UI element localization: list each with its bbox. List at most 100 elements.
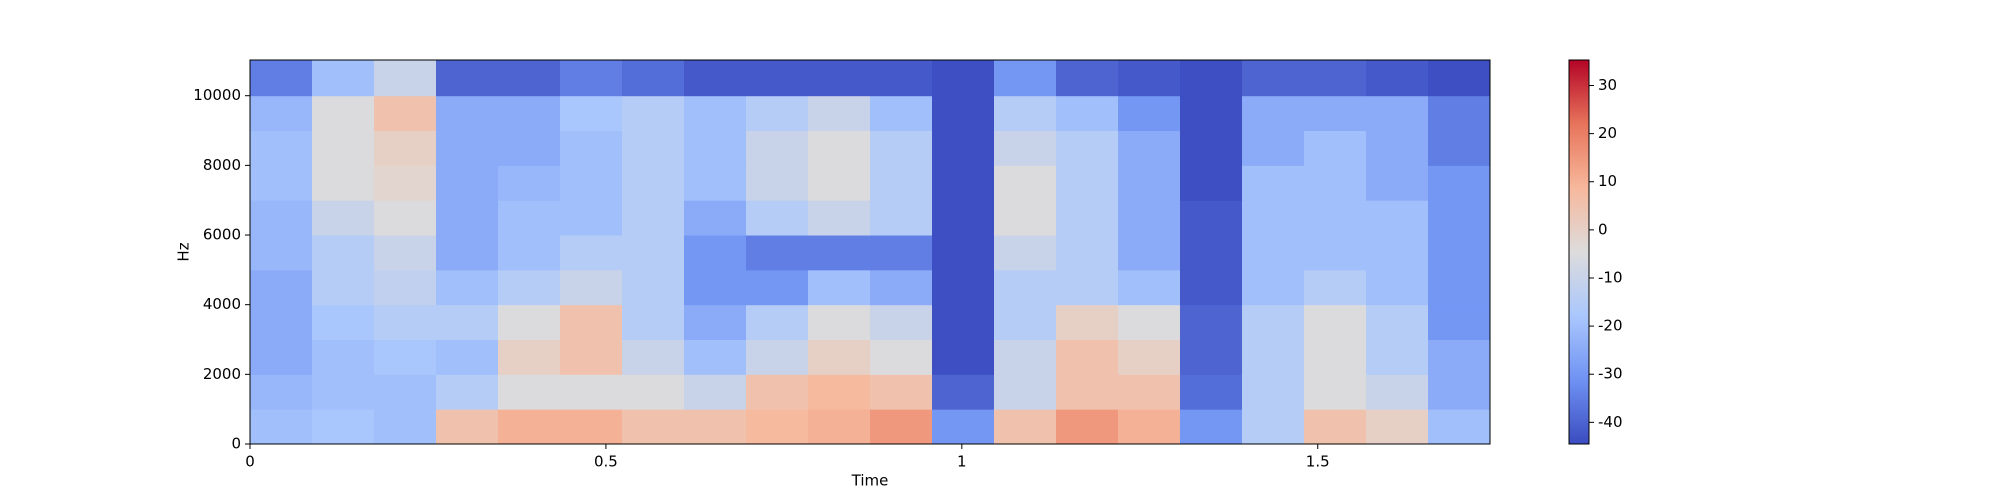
x-tick-label: 1.5 <box>1306 453 1330 471</box>
cell <box>1304 95 1367 132</box>
cell <box>498 269 561 306</box>
cell <box>684 269 747 306</box>
cell <box>1056 374 1119 410</box>
cell <box>684 200 747 236</box>
cell <box>746 269 809 306</box>
cell <box>1180 374 1243 410</box>
colorbar-tick-label: 20 <box>1598 124 1617 142</box>
cell <box>870 269 933 306</box>
cell <box>374 269 437 306</box>
cell <box>374 165 437 201</box>
cell <box>1242 60 1305 97</box>
cell <box>684 409 747 445</box>
cell <box>1428 304 1491 341</box>
cell <box>250 235 313 271</box>
cell <box>1242 95 1305 132</box>
cell <box>1118 374 1181 410</box>
cell <box>746 165 809 201</box>
cell <box>374 200 437 236</box>
cell <box>1056 60 1119 97</box>
cell <box>808 200 871 236</box>
colorbar-tick-label: -40 <box>1598 413 1623 431</box>
cell <box>808 95 871 132</box>
y-tick-label: 10000 <box>193 86 241 104</box>
cell <box>1304 304 1367 341</box>
cell <box>746 304 809 341</box>
x-axis-label: Time <box>851 472 889 490</box>
y-tick-label: 6000 <box>203 226 241 244</box>
cell <box>932 374 995 410</box>
cell <box>870 409 933 445</box>
cell <box>1428 374 1491 410</box>
cell <box>560 95 623 132</box>
cell <box>1118 304 1181 341</box>
cell <box>1428 235 1491 271</box>
cell <box>374 304 437 341</box>
cell <box>560 339 623 375</box>
cell <box>312 374 375 410</box>
cell <box>1366 95 1429 132</box>
cell <box>746 374 809 410</box>
colorbar-tick-label: -20 <box>1598 317 1623 335</box>
cell <box>560 165 623 201</box>
cell <box>1428 60 1491 97</box>
cell <box>746 95 809 132</box>
cell <box>1366 200 1429 236</box>
cell <box>1180 304 1243 341</box>
cell <box>436 235 499 271</box>
cell <box>498 200 561 236</box>
cell <box>684 339 747 375</box>
plot-frame <box>249 59 1491 445</box>
cell <box>746 200 809 236</box>
cell <box>622 165 685 201</box>
cell <box>312 130 375 166</box>
cell <box>560 60 623 97</box>
cell <box>436 409 499 445</box>
cell <box>312 304 375 341</box>
cell <box>746 339 809 375</box>
cell <box>870 130 933 166</box>
cell <box>312 165 375 201</box>
y-tick-label: 2000 <box>203 365 241 383</box>
cell <box>1304 165 1367 201</box>
cell <box>1366 165 1429 201</box>
cell <box>932 200 995 236</box>
cell <box>870 374 933 410</box>
cell <box>250 130 313 166</box>
cell <box>932 304 995 341</box>
cell <box>1242 269 1305 306</box>
colorbar-tick-label: -10 <box>1598 268 1623 286</box>
cell <box>746 409 809 445</box>
cell <box>498 130 561 166</box>
cell <box>436 269 499 306</box>
cell <box>1304 130 1367 166</box>
cell <box>1056 339 1119 375</box>
cell <box>312 200 375 236</box>
cell <box>1428 339 1491 375</box>
y-tick-label: 8000 <box>203 156 241 174</box>
cell <box>932 60 995 97</box>
cell <box>1180 269 1243 306</box>
cell <box>374 374 437 410</box>
cell <box>1180 409 1243 445</box>
cell <box>622 409 685 445</box>
cell <box>1180 200 1243 236</box>
cell <box>746 235 809 271</box>
cell <box>1056 200 1119 236</box>
cell <box>994 165 1057 201</box>
cell <box>994 60 1057 97</box>
cell <box>808 60 871 97</box>
cell <box>932 165 995 201</box>
cell <box>374 95 437 132</box>
cell <box>1428 130 1491 166</box>
cell <box>1242 409 1305 445</box>
colorbar <box>1568 59 1590 445</box>
cell <box>808 409 871 445</box>
cell <box>622 269 685 306</box>
cell <box>870 95 933 132</box>
cell <box>932 130 995 166</box>
cell <box>932 269 995 306</box>
cell <box>374 409 437 445</box>
cell <box>436 130 499 166</box>
cell <box>436 60 499 97</box>
